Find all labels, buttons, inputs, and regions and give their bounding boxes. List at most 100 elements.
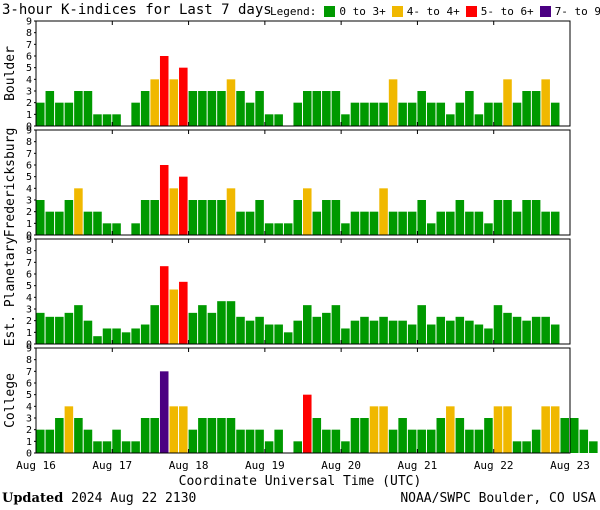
k-bar (474, 429, 484, 453)
k-bar (493, 102, 503, 126)
k-bar (64, 102, 74, 126)
k-bar (140, 324, 150, 344)
k-bar (522, 91, 531, 126)
k-bar (198, 305, 207, 344)
k-bar (264, 441, 274, 453)
k-bar (188, 200, 198, 235)
k-bar (550, 211, 560, 235)
legend-item-red: 5- to 6+ (480, 5, 534, 18)
legend-label: Legend: (270, 5, 317, 18)
k-bar (45, 91, 55, 126)
k-bar (207, 200, 217, 235)
x-tick-label: Aug 20 (321, 459, 361, 472)
y-tick-label: 6 (26, 52, 32, 63)
k-bar (369, 320, 379, 344)
k-bar (169, 188, 179, 235)
y-tick-label: 8 (26, 355, 32, 366)
x-axis-label: Coordinate Universal Time (UTC) (178, 474, 422, 489)
y-tick-label: 1 (26, 219, 32, 230)
k-bar (198, 418, 207, 453)
k-bar (179, 176, 188, 235)
y-tick-label: 5 (26, 390, 32, 401)
k-bar (369, 211, 379, 235)
y-tick-label: 4 (26, 75, 32, 86)
k-bar (503, 79, 512, 126)
k-bar (102, 441, 112, 453)
k-bar (398, 211, 407, 235)
k-bar (274, 324, 283, 344)
k-bar (331, 91, 341, 126)
k-bar (45, 316, 55, 344)
x-tick-label: Aug 18 (169, 459, 209, 472)
k-bar (150, 79, 159, 126)
k-bar (426, 223, 436, 235)
k-bar (188, 312, 198, 344)
k-bar (322, 429, 331, 453)
k-bar (484, 223, 493, 235)
k-bar (226, 188, 236, 235)
k-bar (169, 406, 179, 453)
k-bar (446, 406, 455, 453)
k-bar (159, 165, 169, 235)
k-bar (150, 418, 159, 453)
k-bar (236, 429, 245, 453)
k-bar (198, 91, 207, 126)
k-bar (407, 211, 417, 235)
k-bar (74, 305, 83, 344)
k-bar (579, 429, 589, 453)
k-bar (379, 188, 388, 235)
legend-swatch-purple (539, 6, 551, 17)
k-bar (245, 429, 255, 453)
y-tick-label: 9 (26, 126, 32, 137)
k-bar (121, 332, 131, 344)
k-bar (217, 301, 226, 344)
k-bar (388, 320, 398, 344)
y-tick-label: 5 (26, 172, 32, 183)
k-bar (531, 91, 541, 126)
k-bar (541, 406, 550, 453)
k-bar (426, 429, 436, 453)
k-bar (55, 211, 64, 235)
y-tick-label: 5 (26, 281, 32, 292)
k-bar (350, 418, 360, 453)
k-bar (274, 429, 283, 453)
k-bar (83, 429, 93, 453)
y-tick-label: 8 (26, 137, 32, 148)
y-tick-label: 1 (26, 328, 32, 339)
k-bar (112, 223, 121, 235)
k-bar (550, 406, 560, 453)
k-bar (179, 406, 188, 453)
k-bar (93, 211, 102, 235)
k-bar (74, 188, 83, 235)
k-bar (36, 200, 45, 235)
k-bar (550, 102, 560, 126)
k-bar (112, 114, 121, 126)
k-bar (207, 91, 217, 126)
y-tick-label: 2 (26, 98, 32, 109)
y-tick-label: 6 (26, 379, 32, 390)
x-tick-label: Aug 22 (474, 459, 514, 472)
legend-item-purple: 7- to 9 (554, 5, 600, 18)
y-tick-label: 7 (26, 367, 32, 378)
y-tick-label: 5 (26, 63, 32, 74)
k-bar (36, 312, 45, 344)
k-bar (140, 91, 150, 126)
k-bar (198, 200, 207, 235)
k-bar (236, 91, 245, 126)
k-bar (55, 316, 64, 344)
panel-frame (35, 347, 571, 454)
k-bar (293, 320, 302, 344)
k-bar (322, 91, 331, 126)
k-bar (93, 336, 102, 344)
k-bar (379, 316, 388, 344)
panel-frame (35, 129, 571, 236)
legend-swatch-yellow (391, 6, 403, 17)
y-tick-label: 1 (26, 437, 32, 448)
k-bar (436, 102, 446, 126)
k-bar (293, 200, 302, 235)
k-bar (140, 418, 150, 453)
k-bar (350, 102, 360, 126)
y-tick-label: 1 (26, 110, 32, 121)
k-bar (341, 328, 350, 344)
